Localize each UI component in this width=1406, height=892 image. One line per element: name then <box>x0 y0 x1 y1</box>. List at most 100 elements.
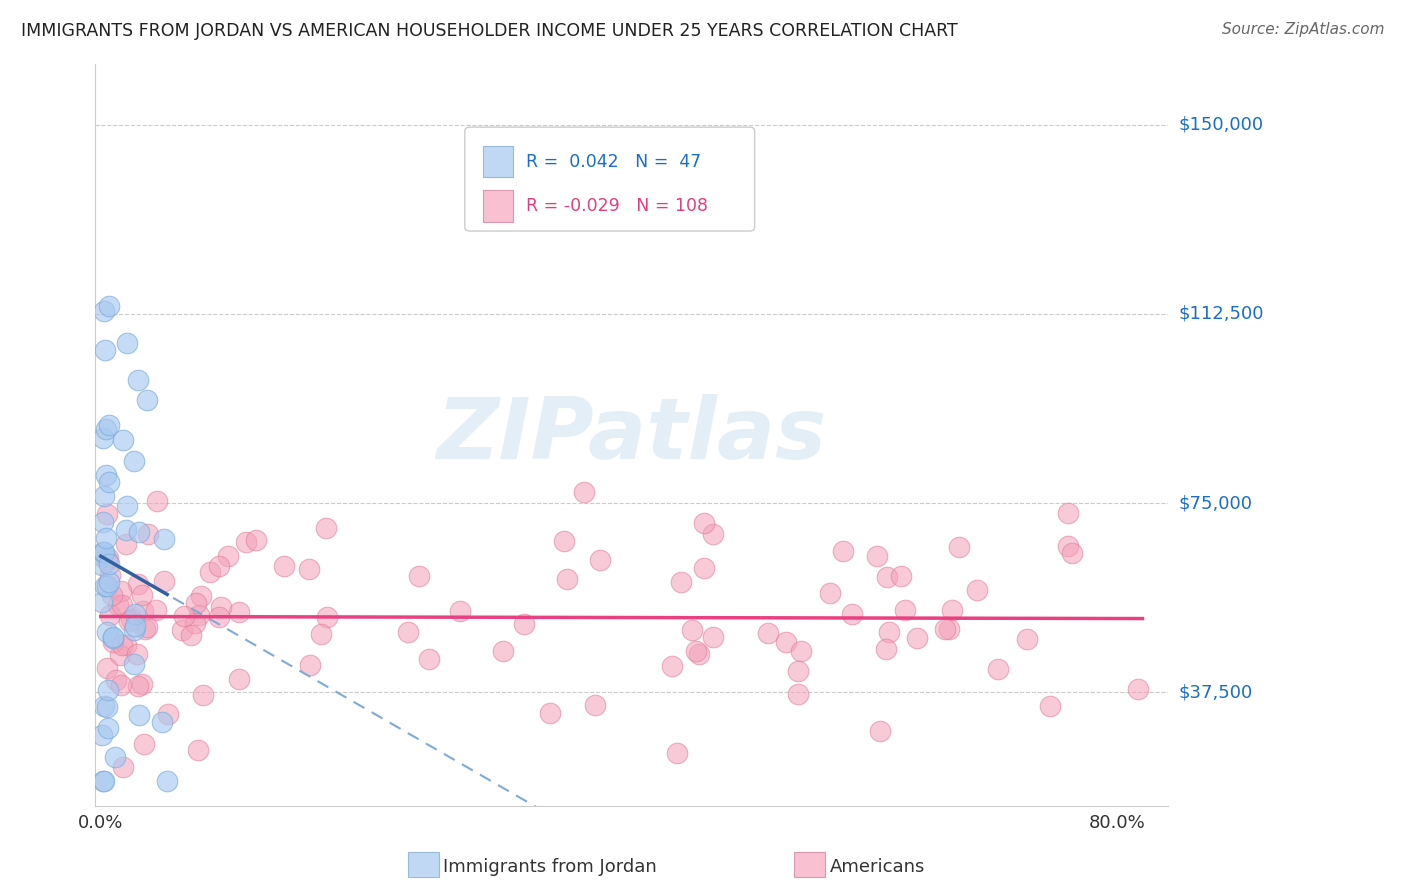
Point <box>298 562 321 576</box>
Point <box>94 468 117 483</box>
Point <box>938 623 960 637</box>
Point <box>100 608 122 623</box>
Point <box>136 527 159 541</box>
Point <box>93 545 115 559</box>
Point <box>91 558 114 573</box>
Point <box>316 610 339 624</box>
Point <box>184 615 207 630</box>
Point <box>131 588 153 602</box>
Point <box>96 625 118 640</box>
Point <box>97 551 120 566</box>
Text: R =  0.042   N =  47: R = 0.042 N = 47 <box>526 153 702 170</box>
Point <box>235 535 257 549</box>
Point <box>96 507 118 521</box>
Point <box>124 454 146 468</box>
FancyBboxPatch shape <box>465 128 755 231</box>
Point <box>184 597 207 611</box>
Point <box>905 631 928 645</box>
Point <box>245 533 267 548</box>
Point <box>91 773 114 788</box>
Point <box>93 699 115 714</box>
Point <box>187 742 209 756</box>
Point <box>132 737 155 751</box>
Point <box>135 393 157 408</box>
Text: $150,000: $150,000 <box>1180 116 1264 134</box>
Point <box>693 516 716 530</box>
Point <box>869 723 891 738</box>
Point <box>666 747 689 761</box>
Text: Source: ZipAtlas.com: Source: ZipAtlas.com <box>1222 22 1385 37</box>
Point <box>94 422 117 436</box>
Point <box>115 537 138 551</box>
Point <box>117 499 139 513</box>
Point <box>132 604 155 618</box>
Point <box>111 599 134 613</box>
Point <box>875 641 897 656</box>
Text: $75,000: $75,000 <box>1180 494 1253 512</box>
Point <box>115 336 138 351</box>
Point <box>209 600 232 615</box>
Point <box>553 533 575 548</box>
Point <box>818 586 841 600</box>
Point <box>589 553 612 567</box>
Point <box>120 612 142 626</box>
Text: IMMIGRANTS FROM JORDAN VS AMERICAN HOUSEHOLDER INCOME UNDER 25 YEARS CORRELATION: IMMIGRANTS FROM JORDAN VS AMERICAN HOUSE… <box>21 22 957 40</box>
Point <box>681 623 703 637</box>
Point <box>131 677 153 691</box>
Point <box>150 715 173 730</box>
Point <box>91 595 114 609</box>
Point <box>890 569 912 583</box>
Point <box>191 688 214 702</box>
Point <box>702 630 724 644</box>
Point <box>112 433 135 447</box>
Point <box>145 603 167 617</box>
Point <box>91 515 114 529</box>
Text: ZIPatlas: ZIPatlas <box>436 393 827 476</box>
Point <box>513 616 536 631</box>
Point <box>93 303 115 318</box>
Point <box>135 620 157 634</box>
Point <box>98 567 121 582</box>
Point <box>110 584 132 599</box>
Bar <box>484 191 513 222</box>
Point <box>208 559 231 574</box>
Point <box>449 604 471 618</box>
Point <box>934 622 956 636</box>
Point <box>98 417 121 432</box>
Point <box>396 624 419 639</box>
Point <box>152 574 174 589</box>
Text: Immigrants from Jordan: Immigrants from Jordan <box>443 858 657 876</box>
Point <box>866 549 889 563</box>
Point <box>98 557 121 571</box>
Text: Americans: Americans <box>830 858 925 876</box>
Point <box>96 700 118 714</box>
Point <box>309 627 332 641</box>
Point <box>103 749 125 764</box>
Point <box>966 582 988 597</box>
Point <box>124 607 146 621</box>
Point <box>91 549 114 564</box>
Point <box>111 639 134 653</box>
Point <box>96 661 118 675</box>
Point <box>688 647 710 661</box>
Point <box>122 623 145 637</box>
Point <box>775 635 797 649</box>
Point <box>145 494 167 508</box>
Point <box>101 634 124 648</box>
Point <box>315 521 337 535</box>
Point <box>114 638 136 652</box>
Point <box>94 343 117 357</box>
Point <box>669 574 692 589</box>
Point <box>941 602 963 616</box>
Point <box>93 489 115 503</box>
Point <box>228 672 250 686</box>
Point <box>97 721 120 735</box>
Point <box>894 603 917 617</box>
Point <box>661 659 683 673</box>
Point <box>101 588 124 602</box>
Point <box>98 299 121 313</box>
Point <box>1062 546 1084 560</box>
Point <box>101 630 124 644</box>
Point <box>572 484 595 499</box>
Point <box>787 664 810 678</box>
